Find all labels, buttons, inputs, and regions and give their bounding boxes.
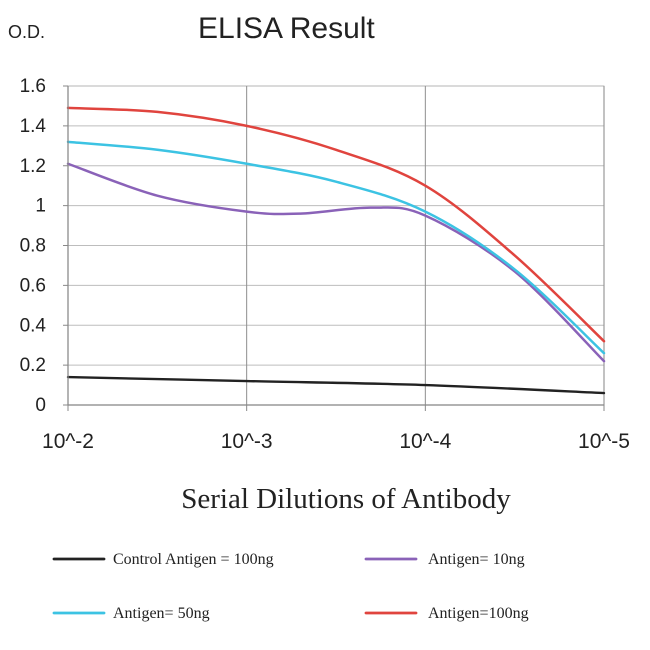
legend-item-0: Control Antigen = 100ng bbox=[52, 551, 274, 568]
series-line-1 bbox=[66, 162, 606, 363]
legend-item-3: Antigen=100ng bbox=[364, 605, 529, 622]
chart-title: ELISA Result bbox=[198, 12, 375, 45]
y-tick-label: 1.6 bbox=[20, 76, 46, 97]
legend-label: Control Antigen = 100ng bbox=[113, 551, 274, 568]
x-axis-label: Serial Dilutions of Antibody bbox=[181, 483, 511, 515]
y-tick-label: 0.6 bbox=[20, 275, 46, 296]
x-ticks: 10^-2 10^-3 10^-4 10^-5 bbox=[42, 405, 630, 453]
y-tick-label: 0.8 bbox=[20, 236, 46, 257]
y-tick-label: 1 bbox=[35, 196, 46, 217]
x-tick-label: 10^-5 bbox=[578, 430, 630, 453]
grid-horizontal bbox=[68, 85, 604, 366]
x-tick-label: 10^-3 bbox=[221, 430, 273, 453]
legend-label: Antigen= 10ng bbox=[428, 551, 525, 568]
series-line-0 bbox=[66, 375, 606, 395]
legend: Control Antigen = 100ng Antigen= 10ng Anti… bbox=[52, 551, 529, 622]
x-tick-label: 10^-4 bbox=[399, 430, 451, 453]
y-tick-label: 0 bbox=[35, 395, 46, 416]
y-tick-label: 0.2 bbox=[20, 355, 46, 376]
y-ticks: 0 0.2 0.4 0.6 0.8 1 1.2 1.4 1.6 bbox=[20, 76, 68, 416]
y-axis-label: O.D. bbox=[8, 22, 45, 42]
series-line-3 bbox=[66, 106, 606, 343]
y-tick-label: 1.4 bbox=[20, 116, 47, 137]
y-tick-label: 0.4 bbox=[20, 315, 47, 336]
legend-item-1: Antigen= 10ng bbox=[364, 551, 525, 568]
series-line-2 bbox=[66, 140, 606, 355]
legend-label: Antigen=100ng bbox=[428, 605, 529, 622]
legend-item-2: Antigen= 50ng bbox=[52, 605, 210, 622]
x-tick-label: 10^-2 bbox=[42, 430, 94, 453]
series-layer bbox=[66, 106, 606, 395]
y-tick-label: 1.2 bbox=[20, 156, 46, 177]
legend-label: Antigen= 50ng bbox=[113, 605, 210, 622]
